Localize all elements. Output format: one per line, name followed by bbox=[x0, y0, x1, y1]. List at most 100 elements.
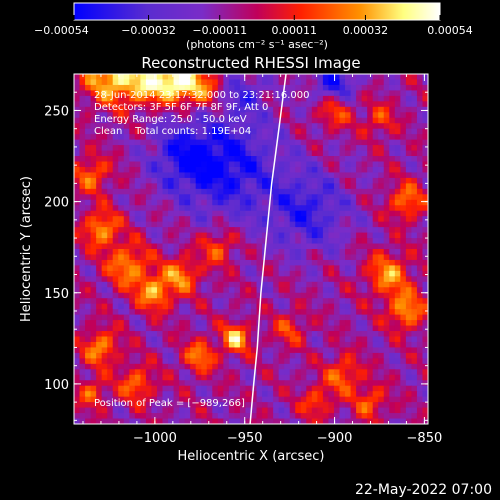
heatmap-cell bbox=[107, 374, 114, 381]
heatmap-cell bbox=[328, 374, 335, 381]
heatmap-cell bbox=[112, 79, 119, 86]
heatmap-cell bbox=[356, 292, 363, 299]
colorbar-tick-label: 0.00032 bbox=[343, 24, 389, 37]
heatmap-cell bbox=[345, 183, 352, 190]
heatmap-cell bbox=[416, 145, 424, 152]
heatmap-cell bbox=[317, 292, 324, 299]
heatmap-cell bbox=[134, 320, 141, 327]
heatmap-cell bbox=[273, 352, 280, 359]
heatmap-cell bbox=[79, 385, 86, 392]
heatmap-cell bbox=[383, 418, 390, 424]
heatmap-cell bbox=[411, 139, 418, 146]
heatmap-cell bbox=[411, 210, 418, 217]
heatmap-cell bbox=[361, 358, 368, 365]
heatmap-cell bbox=[156, 303, 164, 310]
heatmap-cell bbox=[311, 396, 318, 403]
heatmap-cell bbox=[267, 84, 274, 92]
heatmap-cell bbox=[173, 205, 180, 212]
heatmap-cell bbox=[339, 216, 346, 223]
heatmap-cell bbox=[168, 418, 175, 424]
heatmap-cell bbox=[206, 369, 213, 376]
heatmap-cell bbox=[228, 123, 236, 130]
heatmap-cell bbox=[228, 134, 236, 141]
heatmap-cell bbox=[184, 172, 191, 179]
heatmap-cell bbox=[145, 106, 153, 113]
heatmap-cell bbox=[107, 303, 114, 310]
heatmap-cell bbox=[394, 292, 401, 299]
heatmap-cell bbox=[339, 238, 346, 245]
heatmap-cell bbox=[96, 101, 103, 108]
heatmap-cell bbox=[145, 309, 153, 316]
heatmap-cell bbox=[112, 374, 119, 381]
heatmap-cell bbox=[156, 134, 164, 141]
heatmap-cell bbox=[90, 402, 97, 409]
heatmap-cell bbox=[245, 369, 252, 376]
heatmap-cell bbox=[123, 249, 130, 256]
heatmap-cell bbox=[256, 194, 263, 201]
heatmap-cell bbox=[361, 270, 368, 277]
heatmap-cell bbox=[156, 172, 164, 179]
heatmap-cell bbox=[118, 95, 125, 102]
heatmap-cell bbox=[162, 331, 169, 338]
heatmap-cell bbox=[378, 112, 385, 119]
heatmap-cell bbox=[322, 166, 330, 174]
heatmap-cell bbox=[85, 380, 92, 387]
heatmap-cell bbox=[267, 177, 274, 184]
heatmap-cell bbox=[212, 325, 219, 332]
heatmap-cell bbox=[195, 117, 202, 124]
heatmap-cell bbox=[228, 265, 236, 272]
heatmap-cell bbox=[394, 166, 401, 174]
heatmap-cell bbox=[101, 270, 108, 277]
heatmap-cell bbox=[389, 112, 396, 119]
heatmap-cell bbox=[223, 314, 230, 321]
heatmap-cell bbox=[361, 221, 368, 228]
heatmap-cell bbox=[295, 281, 302, 288]
heatmap-cell bbox=[134, 95, 141, 102]
heatmap-cell bbox=[179, 320, 186, 327]
heatmap-cell bbox=[79, 396, 86, 403]
heatmap-cell bbox=[267, 210, 274, 217]
heatmap-cell bbox=[179, 374, 186, 381]
heatmap-cell bbox=[333, 287, 341, 294]
heatmap-cell bbox=[234, 123, 241, 130]
heatmap-cell bbox=[190, 101, 197, 108]
heatmap-cell bbox=[350, 183, 357, 190]
heatmap-cell bbox=[245, 309, 252, 316]
heatmap-cell bbox=[212, 385, 219, 392]
heatmap-cell bbox=[129, 117, 136, 124]
heatmap-cell bbox=[339, 134, 346, 141]
heatmap-cell bbox=[151, 172, 158, 179]
heatmap-cell bbox=[79, 270, 86, 277]
heatmap-cell bbox=[284, 391, 291, 398]
heatmap-cell bbox=[317, 270, 324, 277]
heatmap-cell bbox=[112, 134, 119, 141]
heatmap-cell bbox=[184, 374, 191, 381]
heatmap-cell bbox=[217, 347, 224, 354]
heatmap-cell bbox=[107, 369, 114, 376]
heatmap-cell bbox=[273, 281, 280, 288]
heatmap-cell bbox=[162, 216, 169, 223]
heatmap-cell bbox=[107, 84, 114, 92]
heatmap-cell bbox=[295, 74, 302, 81]
heatmap-cell bbox=[162, 238, 169, 245]
heatmap-cell bbox=[416, 183, 424, 190]
heatmap-cell bbox=[378, 210, 385, 217]
heatmap-cell bbox=[389, 117, 396, 124]
heatmap-cell bbox=[245, 95, 252, 102]
heatmap-cell bbox=[383, 112, 390, 119]
heatmap-cell bbox=[85, 161, 92, 168]
heatmap-cell bbox=[394, 363, 401, 370]
heatmap-cell bbox=[273, 314, 280, 321]
heatmap-cell bbox=[245, 320, 252, 327]
heatmap-cell bbox=[300, 325, 307, 332]
heatmap-cell bbox=[184, 325, 191, 332]
heatmap-cell bbox=[173, 254, 180, 261]
heatmap-cell bbox=[245, 303, 252, 310]
heatmap-cell bbox=[179, 243, 186, 250]
heatmap-cell bbox=[223, 84, 230, 92]
heatmap-cell bbox=[300, 221, 307, 228]
heatmap-cell bbox=[394, 385, 401, 392]
heatmap-cell bbox=[223, 79, 230, 86]
heatmap-cell bbox=[223, 221, 230, 228]
heatmap-cell bbox=[383, 298, 390, 305]
